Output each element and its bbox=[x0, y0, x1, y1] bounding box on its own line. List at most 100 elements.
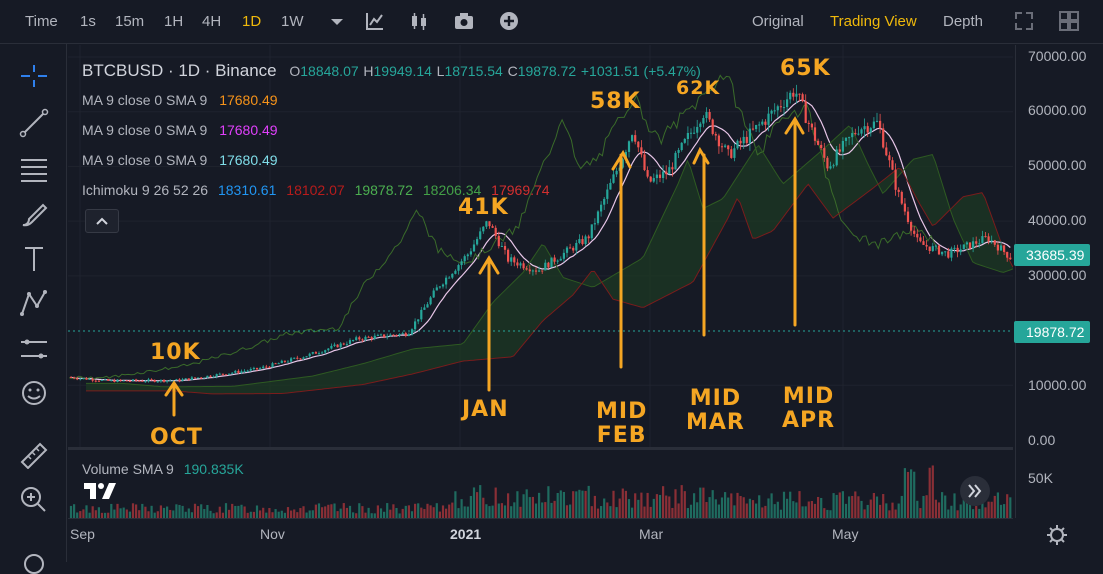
indicators-icon[interactable] bbox=[364, 10, 386, 32]
volume-bar bbox=[460, 499, 463, 518]
volume-bar bbox=[448, 504, 451, 518]
candle-body bbox=[562, 252, 565, 259]
magnet-icon[interactable] bbox=[17, 544, 51, 574]
candle-body bbox=[872, 121, 875, 129]
volume-bar bbox=[978, 508, 981, 518]
view-original[interactable]: Original bbox=[752, 13, 804, 30]
ichimoku-base: 18102.07 bbox=[286, 182, 345, 198]
settings-icon[interactable] bbox=[1046, 524, 1068, 546]
volume-bar bbox=[178, 504, 181, 518]
ma-value: 17680.49 bbox=[219, 92, 278, 108]
volume-bar bbox=[138, 510, 141, 518]
candle-body bbox=[999, 245, 1003, 251]
candle-type-icon[interactable] bbox=[408, 10, 430, 32]
candle-body bbox=[903, 203, 906, 212]
ma-legend-1[interactable]: MA 9 close 0 SMA 9 17680.49 bbox=[82, 92, 278, 108]
volume-bar bbox=[761, 507, 764, 518]
volume-bar bbox=[841, 491, 844, 518]
zoom-in-icon[interactable] bbox=[17, 484, 51, 514]
candle-body bbox=[463, 256, 466, 262]
emoji-icon[interactable] bbox=[17, 378, 51, 408]
volume-bar bbox=[358, 503, 361, 518]
add-icon[interactable] bbox=[498, 10, 520, 32]
ruler-icon[interactable] bbox=[17, 439, 51, 469]
candle-body bbox=[612, 174, 615, 183]
volume-bar bbox=[689, 504, 693, 518]
ichimoku-legend[interactable]: Ichimoku 9 26 52 26 18310.61 18102.07 19… bbox=[82, 182, 550, 198]
candle-body bbox=[255, 367, 259, 370]
candle-body bbox=[389, 334, 392, 337]
volume-bar bbox=[959, 504, 962, 518]
candle-body bbox=[996, 244, 999, 251]
interval-15m[interactable]: 15m bbox=[115, 13, 145, 30]
view-trading-view[interactable]: Trading View bbox=[830, 13, 917, 30]
ma-label: MA 9 close 0 SMA 9 bbox=[82, 122, 208, 138]
interval-1s[interactable]: 1s bbox=[80, 13, 96, 30]
interval-1d[interactable]: 1D bbox=[242, 13, 262, 30]
pattern-icon[interactable] bbox=[17, 288, 51, 318]
candle-body bbox=[696, 126, 699, 133]
volume-bar bbox=[872, 492, 875, 518]
candle-body bbox=[224, 374, 228, 376]
candle-body bbox=[352, 340, 355, 342]
volume-bar bbox=[913, 471, 916, 518]
candle-body bbox=[758, 124, 761, 126]
candle-body bbox=[649, 176, 652, 182]
candle-body bbox=[407, 334, 410, 336]
scroll-to-realtime-button[interactable] bbox=[960, 476, 990, 506]
collapse-legend-button[interactable] bbox=[85, 209, 119, 233]
volume-chart[interactable] bbox=[68, 450, 1013, 518]
price-axis[interactable]: 70000.00 60000.00 50000.00 40000.00 3000… bbox=[1015, 45, 1103, 518]
volume-bar bbox=[727, 497, 730, 518]
volume-bar bbox=[445, 508, 448, 518]
layout-grid-icon[interactable] bbox=[1058, 10, 1080, 32]
ma-legend-3[interactable]: MA 9 close 0 SMA 9 17680.49 bbox=[82, 152, 278, 168]
candle-body bbox=[733, 148, 736, 158]
volume-bar bbox=[166, 506, 169, 518]
volume-bar bbox=[476, 492, 479, 518]
candle-body bbox=[271, 363, 274, 368]
volume-bar bbox=[119, 508, 122, 518]
candle-body bbox=[333, 344, 336, 346]
view-depth[interactable]: Depth bbox=[943, 13, 984, 30]
candle-body bbox=[88, 378, 91, 380]
candle-body bbox=[76, 378, 79, 380]
volume-bar bbox=[432, 507, 435, 518]
horizontal-lines-icon[interactable] bbox=[17, 154, 51, 184]
trend-line-icon[interactable] bbox=[17, 108, 51, 138]
volume-bar bbox=[234, 505, 237, 518]
crosshair-icon[interactable] bbox=[17, 61, 51, 91]
price-chart[interactable] bbox=[68, 45, 1013, 447]
candle-body bbox=[981, 236, 984, 244]
candle-body bbox=[984, 236, 987, 238]
pane-separator[interactable] bbox=[68, 447, 1013, 450]
ma-legend-2[interactable]: MA 9 close 0 SMA 9 17680.49 bbox=[82, 122, 278, 138]
volume-bar bbox=[283, 512, 286, 518]
candle-body bbox=[336, 344, 339, 348]
fullscreen-icon[interactable] bbox=[1013, 10, 1035, 32]
volume-bar bbox=[224, 503, 228, 518]
volume-bar bbox=[941, 492, 944, 518]
text-icon[interactable] bbox=[17, 244, 51, 274]
candle-body bbox=[327, 348, 330, 351]
volume-bar bbox=[863, 509, 866, 518]
candle-body bbox=[457, 265, 460, 271]
candle-body bbox=[662, 171, 665, 179]
volume-bar bbox=[820, 497, 823, 518]
interval-1h[interactable]: 1H bbox=[164, 13, 184, 30]
volume-bar bbox=[249, 511, 252, 518]
time-axis[interactable]: Sep Nov 2021 Mar May bbox=[68, 518, 1013, 562]
camera-icon[interactable] bbox=[453, 10, 475, 32]
interval-1w[interactable]: 1W bbox=[281, 13, 304, 30]
forecast-icon[interactable] bbox=[17, 334, 51, 364]
interval-4h[interactable]: 4H bbox=[202, 13, 222, 30]
chevron-down-icon[interactable] bbox=[326, 10, 348, 32]
candle-body bbox=[786, 99, 789, 108]
candle-body bbox=[699, 123, 702, 127]
volume-bar bbox=[590, 506, 593, 518]
candle-body bbox=[162, 379, 166, 382]
candle-body bbox=[603, 198, 606, 205]
candle-body bbox=[203, 377, 206, 379]
candle-body bbox=[494, 227, 497, 236]
brush-icon[interactable] bbox=[17, 200, 51, 230]
